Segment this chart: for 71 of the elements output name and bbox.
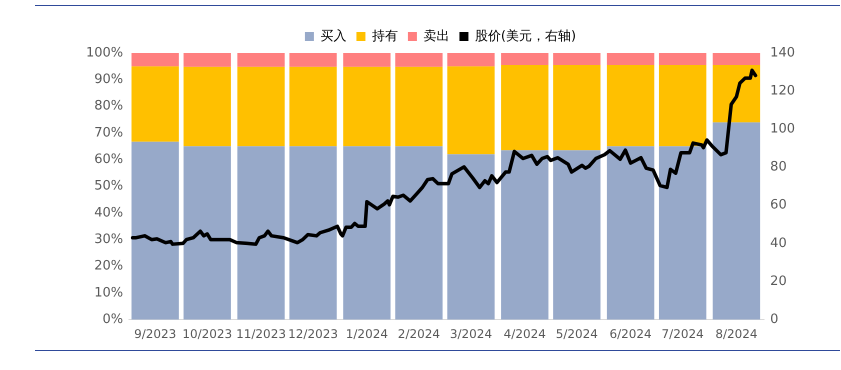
x-tick-label: 6/2024: [609, 326, 652, 341]
bar: [501, 150, 548, 320]
bar: [237, 53, 285, 67]
y2-tick-label: 60: [770, 198, 787, 213]
legend-label: 持有: [372, 28, 398, 44]
bar: [395, 66, 443, 146]
y-tick-label: 50%: [94, 178, 124, 194]
bar: [343, 146, 391, 320]
y2-tick-label: 40: [770, 236, 787, 251]
bar: [447, 154, 495, 320]
bar: [289, 146, 337, 320]
y-tick-label: 30%: [94, 232, 124, 247]
bar: [553, 53, 600, 65]
x-tick-label: 12/2023: [288, 326, 338, 341]
y2-tick-label: 20: [770, 274, 787, 289]
bar: [237, 146, 285, 320]
y2-tick-label: 140: [770, 45, 796, 60]
x-tick-label: 4/2024: [504, 326, 546, 341]
bar: [132, 53, 179, 66]
bar: [606, 53, 654, 65]
y2-tick-label: 80: [770, 160, 787, 175]
y-tick-label: 80%: [94, 98, 124, 114]
bar: [184, 146, 231, 320]
x-tick-label: 5/2024: [556, 326, 598, 341]
y-tick-label: 0%: [102, 312, 124, 327]
x-tick-label: 3/2024: [450, 326, 492, 341]
x-tick-label: 8/2024: [715, 326, 758, 341]
y-tick-label: 20%: [94, 258, 124, 274]
bar: [447, 66, 495, 154]
x-tick-label: 2/2024: [398, 326, 440, 341]
bar: [395, 53, 443, 67]
bar: [658, 146, 706, 320]
bar: [289, 66, 337, 146]
x-tick-label: 11/2023: [236, 326, 286, 341]
y2-tick-label: 0: [770, 312, 778, 327]
bar: [343, 66, 391, 146]
bar: [184, 53, 231, 67]
bar: [553, 64, 600, 150]
bar: [501, 53, 548, 65]
legend-label: 卖出: [423, 28, 450, 44]
bar: [395, 146, 443, 320]
y-tick-label: 10%: [94, 285, 124, 300]
legend-label: 股价(美元，右轴): [474, 28, 576, 44]
bar: [237, 66, 285, 146]
bar: [343, 53, 391, 67]
y-tick-label: 70%: [94, 125, 124, 140]
bar: [501, 64, 548, 150]
y-tick-label: 40%: [94, 205, 124, 220]
x-tick-label: 7/2024: [662, 326, 704, 341]
bar: [658, 53, 706, 65]
bar: [447, 53, 495, 66]
bar: [553, 150, 600, 320]
bar: [184, 66, 231, 146]
x-tick-label: 1/2024: [346, 326, 388, 341]
y-tick-label: 100%: [86, 45, 124, 60]
bar: [132, 142, 179, 320]
y2-tick-label: 100: [770, 122, 796, 137]
bar: [658, 64, 706, 146]
bar: [712, 64, 760, 122]
y2-tick-label: 120: [770, 83, 796, 98]
y-tick-label: 60%: [94, 152, 124, 168]
x-tick-label: 9/2023: [134, 326, 176, 341]
bar: [712, 53, 760, 65]
bar: [289, 53, 337, 67]
legend-label: 买入: [320, 28, 346, 44]
bar: [606, 64, 654, 146]
bar: [712, 122, 760, 320]
y-tick-label: 90%: [94, 72, 124, 88]
x-tick-label: 10/2023: [182, 326, 232, 341]
bar: [132, 66, 179, 142]
bar: [606, 146, 654, 320]
